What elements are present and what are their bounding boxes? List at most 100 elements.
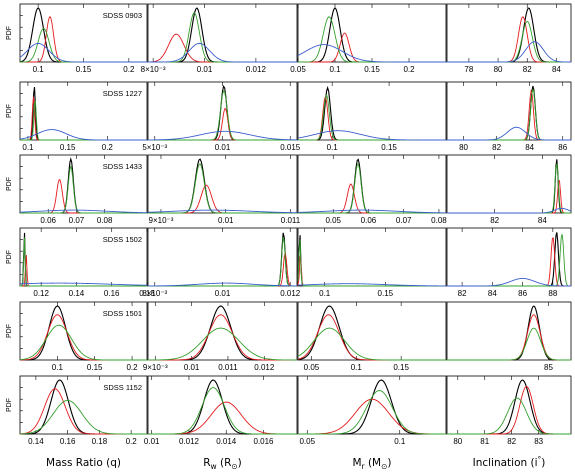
panel-sdss-1227-col3: 0.1 0.15 [297, 81, 447, 152]
x-tick-label: 82 [492, 143, 501, 152]
y-axis-label: PDF [6, 104, 13, 118]
panel-frame [446, 301, 572, 361]
green-pdf-curve [148, 237, 297, 287]
x-tick-label: 0.011 [218, 363, 238, 372]
black-pdf-curve [148, 158, 297, 214]
x-tick-label: 0.15 [76, 65, 92, 74]
y-axis-label: PDF [6, 26, 13, 40]
panel-frame [446, 3, 572, 63]
green-pdf-curve [19, 27, 147, 63]
object-label: SDSS 1433 [103, 162, 142, 171]
x-tick-label: 0.1 [52, 363, 64, 372]
green-pdf-curve [297, 239, 446, 287]
x-tick-label: 82 [507, 437, 516, 446]
panel-sdss-1433-col1: 0.06 0.07 0.08 SDSS 1433 [19, 154, 148, 225]
blue-pdf-curve [447, 41, 572, 63]
x-tick-label: 8×10⁻³ [141, 65, 166, 74]
black-pdf-curve [148, 232, 297, 287]
red-pdf-curve [19, 388, 147, 435]
green-pdf-curve [148, 12, 297, 63]
x-tick-label: 0.014 [216, 437, 237, 446]
x-tick-label: 0.012 [179, 437, 200, 446]
object-label: SDSS 1501 [103, 309, 142, 318]
red-pdf-curve [20, 96, 147, 141]
red-pdf-curve [148, 184, 297, 214]
panel-sdss-1433-col4: 82 84 [446, 154, 572, 225]
x-tick-label: 0.1 [329, 65, 341, 74]
green-pdf-curve [447, 327, 571, 361]
blue-pdf-curve [147, 130, 298, 141]
panel-frame [446, 154, 572, 214]
red-pdf-curve [147, 33, 297, 63]
red-pdf-curve [298, 398, 446, 435]
green-pdf-curve [19, 399, 147, 435]
panel-frame [297, 81, 447, 141]
x-tick-label: 0.12 [33, 289, 49, 298]
panel-sdss-1502-col3: 0.1 0.15 [297, 227, 447, 298]
x-tick-label: 0.012 [254, 363, 275, 372]
green-pdf-curve [298, 16, 446, 63]
black-pdf-curve [447, 85, 571, 141]
blue-pdf-curve [297, 44, 446, 63]
object-label: SDSS 1502 [103, 235, 142, 244]
blue-pdf-curve [19, 42, 147, 63]
panel-sdss-1501-col4: 85 [446, 301, 572, 372]
y-axis-label: PDF [6, 398, 13, 412]
x-tick-label: 0.01 [144, 437, 160, 446]
x-tick-label: 0.16 [104, 289, 120, 298]
green-pdf-curve [297, 327, 446, 361]
x-tick-label: 0.15 [393, 363, 409, 372]
black-pdf-curve [298, 158, 446, 214]
green-pdf-curve [20, 165, 147, 214]
black-pdf-curve [447, 379, 571, 435]
blue-pdf-curve [147, 209, 298, 214]
panel-sdss-0903-col3: 0.05 0.1 0.15 0.2 [290, 3, 447, 74]
x-tick-label: 0.012 [280, 289, 301, 298]
x-tick-label: 0.05 [290, 65, 306, 74]
x-tick-label: 0.01 [215, 289, 231, 298]
red-pdf-curve [20, 255, 147, 287]
red-pdf-curve [148, 252, 297, 287]
blue-pdf-curve [297, 283, 446, 287]
blue-pdf-curve [19, 282, 148, 286]
x-tick-label: 0.2 [126, 363, 138, 372]
object-label: SDSS 1152 [103, 383, 142, 392]
y-axis-label: PDF [6, 324, 13, 338]
x-tick-label: 0.2 [126, 437, 138, 446]
blue-pdf-curve [297, 209, 447, 214]
blue-pdf-curve [148, 282, 298, 287]
x-tick-label: 0.016 [253, 437, 274, 446]
x-tick-label: 84 [488, 289, 497, 298]
panel-frame [147, 3, 298, 63]
x-tick-label: 0.05 [304, 363, 320, 372]
panel-frame [147, 227, 298, 287]
panel-frame [297, 154, 447, 214]
blue-pdf-curve [447, 278, 571, 287]
x-tick-label: 0.15 [87, 363, 103, 372]
red-pdf-curve [447, 16, 571, 63]
column-title-3: Mr (M⊙) [352, 457, 391, 471]
x-tick-label: 86 [558, 143, 567, 152]
red-pdf-curve [148, 314, 297, 361]
x-tick-label: 0.16 [60, 437, 76, 446]
x-tick-label: 0.015 [280, 143, 301, 152]
x-tick-label: 86 [518, 289, 527, 298]
panel-sdss-1502-col1: 0.12 0.14 0.16 0.18 SDSS 1502 [19, 227, 155, 298]
black-pdf-curve [447, 305, 571, 361]
object-label: SDSS 1227 [103, 89, 142, 98]
y-axis-label: PDF [6, 177, 13, 191]
green-pdf-curve [298, 390, 446, 435]
x-tick-label: 0.18 [139, 289, 155, 298]
panel-frame [297, 3, 447, 63]
panel-sdss-1152-col3: 0.05 0.1 [297, 375, 447, 446]
panel-sdss-1433-col3: 0.05 0.06 0.07 0.08 [297, 154, 447, 225]
x-tick-label: 0.1 [319, 289, 331, 298]
black-pdf-curve [298, 7, 446, 63]
black-pdf-curve [298, 379, 446, 435]
x-tick-label: 0.01 [215, 143, 231, 152]
red-pdf-curve [447, 89, 571, 141]
x-tick-label: 0.012 [246, 65, 267, 74]
panel-sdss-0903-col2: 8×10⁻³ 0.01 0.012 [141, 3, 298, 74]
panel-sdss-1227-col4: 80 82 84 86 [446, 81, 572, 152]
blue-pdf-curve [148, 42, 297, 63]
